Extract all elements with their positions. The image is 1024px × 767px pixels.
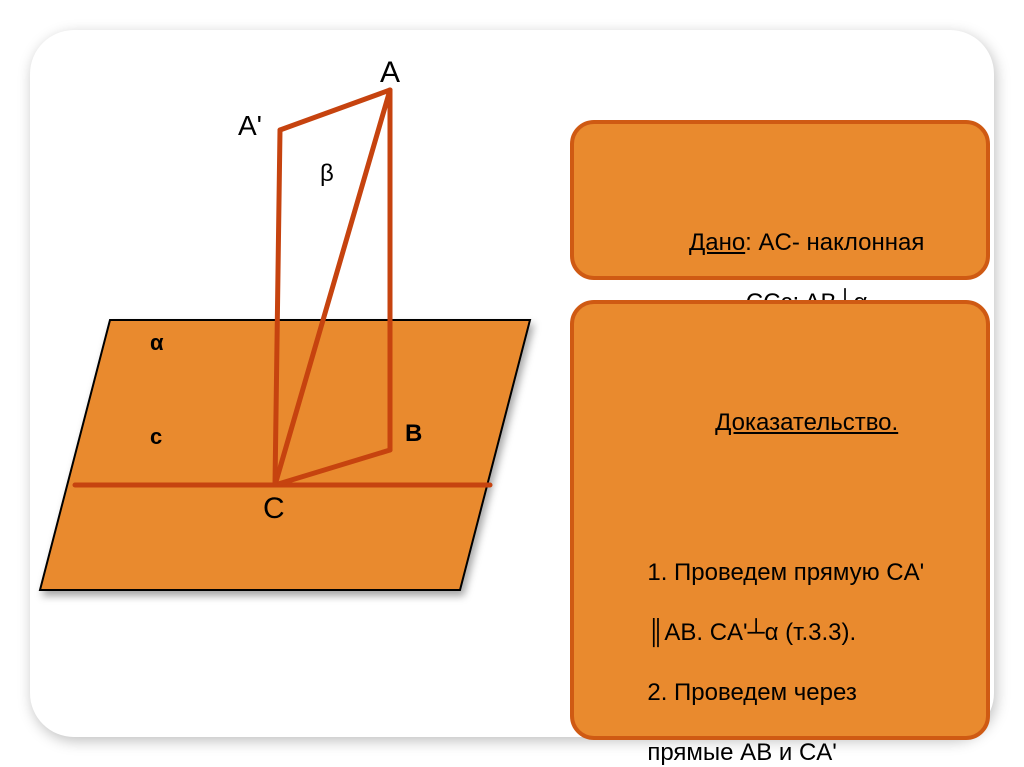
segment-CA	[275, 90, 390, 485]
label-alpha: α	[150, 330, 164, 356]
proof-body: 1. Проведем прямую CA' ║AB. CA'┴α (т.3.3…	[594, 528, 966, 767]
given-box: Дано: AC- наклонная CЄc; AB┴α c┴BC Доказ…	[570, 120, 990, 280]
construction-lines	[75, 90, 490, 485]
proof-line-1: ║AB. CA'┴α (т.3.3).	[647, 619, 856, 646]
label-A-prime: A'	[238, 110, 262, 142]
label-c: c	[150, 424, 162, 450]
proof-title: Доказательство.	[715, 409, 898, 436]
label-beta: β	[320, 160, 334, 188]
label-C: C	[263, 492, 285, 526]
proof-line-2: 2. Проведем через	[647, 679, 856, 706]
proof-line-3: прямые AB и CA'	[647, 739, 837, 766]
plane-alpha	[40, 320, 530, 590]
proof-line-0: 1. Проведем прямую CA'	[647, 559, 924, 586]
label-B: B	[405, 420, 422, 448]
segment-Aprime-C	[275, 130, 280, 485]
given-title: Дано	[689, 229, 745, 256]
stage: A A' β α c B C Дано: AC- наклонная CЄc; …	[0, 0, 1024, 767]
segment-BC	[275, 450, 390, 485]
proof-box: Доказательство. 1. Проведем прямую CA' ║…	[570, 300, 990, 740]
segment-A-Aprime	[280, 90, 390, 130]
given-line-0: : AC- наклонная	[745, 229, 924, 256]
slide-card: A A' β α c B C Дано: AC- наклонная CЄc; …	[30, 30, 994, 737]
label-A: A	[380, 56, 400, 90]
